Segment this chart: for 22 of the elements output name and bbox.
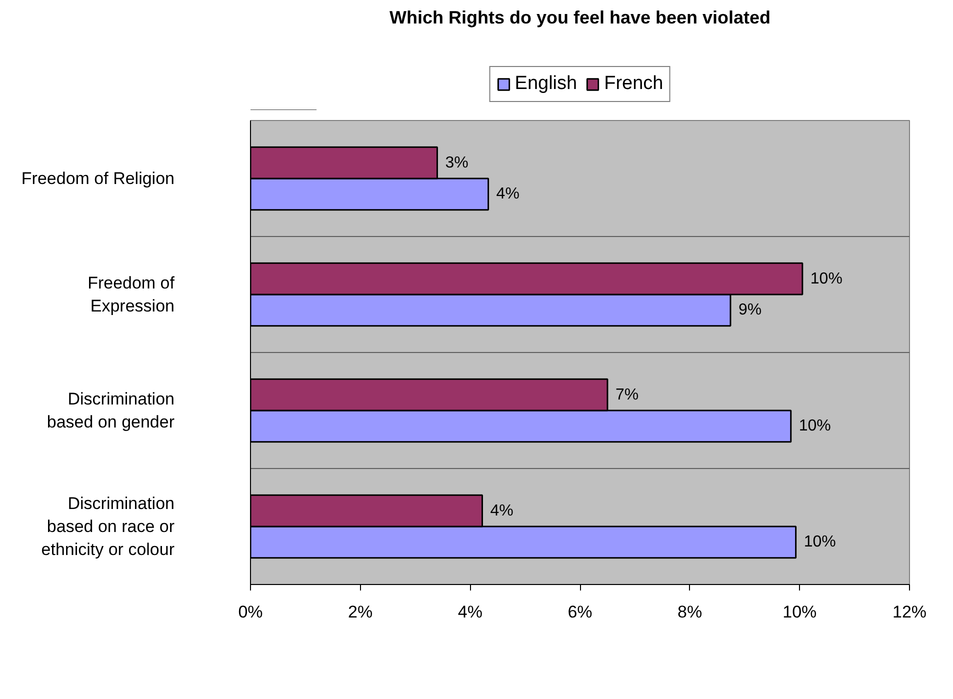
legend-label: English: [514, 73, 578, 95]
data-label: 4%: [490, 502, 514, 520]
data-label: 10%: [798, 418, 831, 435]
data-label: 9%: [738, 302, 762, 319]
x-tick-label: 4%: [458, 602, 482, 622]
x-tick-label: 8%: [678, 602, 702, 622]
x-tick-label: 0%: [238, 602, 263, 622]
y-tick-label: Discrimination based on gender: [46, 390, 175, 432]
y-tick-label: Freedom of Religion: [21, 169, 175, 188]
x-tick-label: 2%: [348, 602, 373, 622]
data-label: 7%: [615, 386, 639, 404]
legend-label: French: [604, 73, 664, 95]
chart-title: Which Rights do you feel have been violated: [389, 8, 771, 28]
data-label: 3%: [445, 154, 468, 172]
x-tick-label: 10%: [782, 602, 817, 622]
x-tick-label: 6%: [568, 602, 592, 622]
y-tick-label: Discrimination based on race or ethnicity or colour: [41, 494, 175, 559]
data-label: 10%: [810, 270, 842, 288]
data-label: 10%: [804, 534, 836, 551]
x-tick-label: 12%: [892, 602, 927, 622]
y-tick-label: Freedom of Expression: [88, 274, 175, 316]
data-label: 4%: [496, 186, 520, 203]
